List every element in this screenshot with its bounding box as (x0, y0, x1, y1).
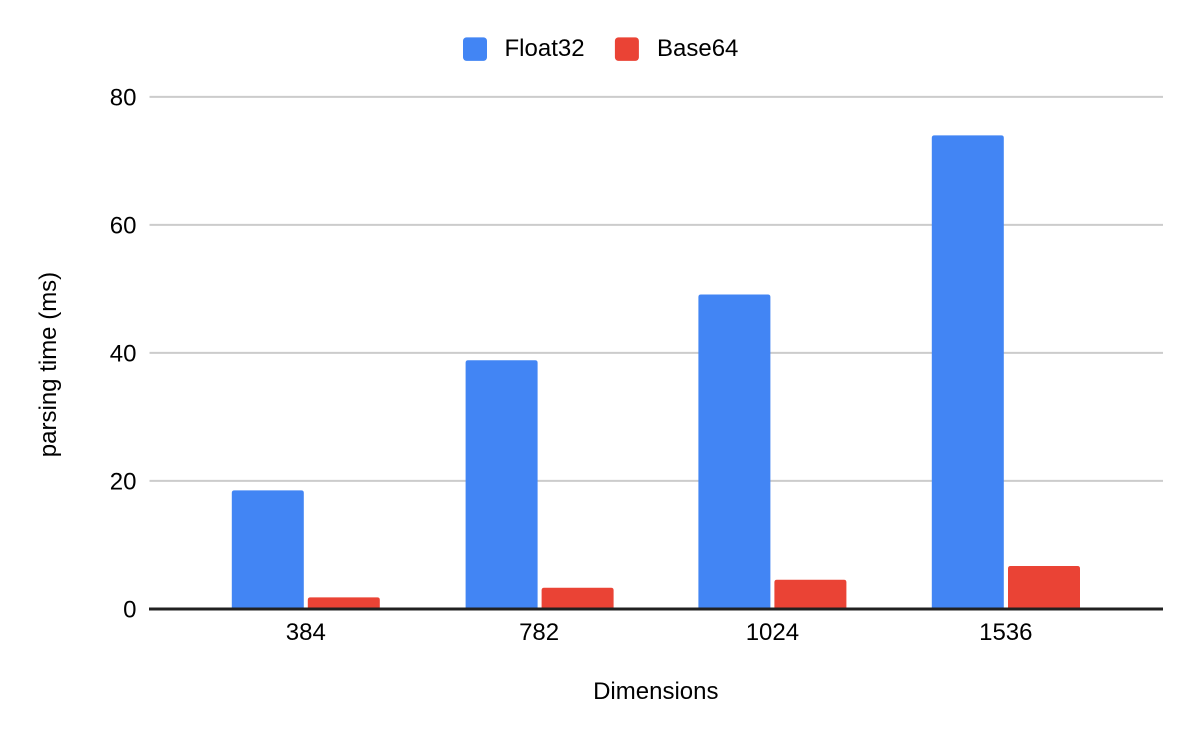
svg-text:Base64: Base64 (657, 35, 738, 62)
svg-text:parsing time (ms): parsing time (ms) (35, 272, 62, 457)
svg-text:40: 40 (110, 341, 137, 368)
svg-text:0: 0 (123, 597, 136, 624)
svg-text:20: 20 (110, 469, 137, 496)
svg-text:1024: 1024 (746, 619, 799, 646)
svg-text:Float32: Float32 (505, 35, 585, 62)
svg-text:Dimensions: Dimensions (593, 678, 718, 705)
svg-text:60: 60 (110, 213, 137, 240)
svg-text:384: 384 (286, 619, 326, 646)
svg-text:1536: 1536 (979, 619, 1032, 646)
svg-text:782: 782 (519, 619, 559, 646)
svg-text:80: 80 (110, 85, 137, 112)
